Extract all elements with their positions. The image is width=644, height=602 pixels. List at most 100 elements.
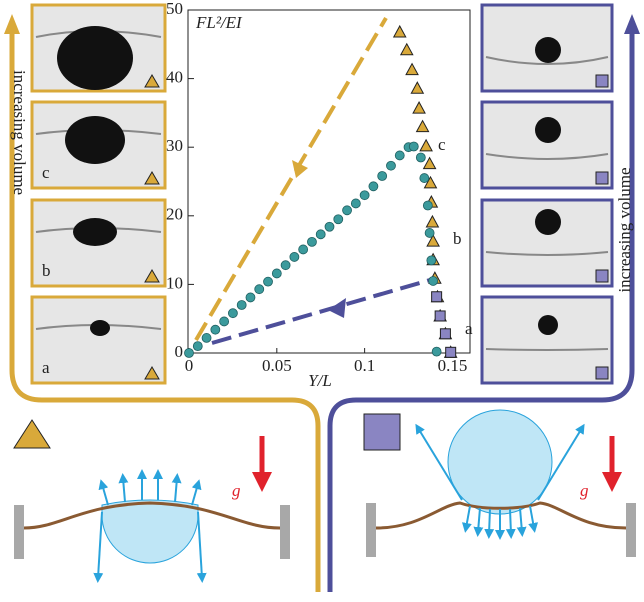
y-tick-label: 10 xyxy=(166,273,183,292)
triangle-point xyxy=(419,138,433,152)
circle-point xyxy=(333,214,344,225)
photo-marker xyxy=(595,269,609,283)
circle-point xyxy=(431,346,442,357)
triangle-point xyxy=(426,234,440,247)
circle-point xyxy=(263,276,273,287)
x-tick-label: 0 xyxy=(185,356,194,375)
force-arrows xyxy=(415,423,585,540)
photo-marker xyxy=(144,74,160,88)
y-tick-label: 0 xyxy=(175,342,184,361)
photo-drop xyxy=(65,116,125,164)
right-arrow-head xyxy=(624,14,640,34)
circle-point xyxy=(377,171,388,181)
circle-point xyxy=(428,276,439,286)
circle-point xyxy=(289,252,300,262)
post xyxy=(366,503,376,557)
circle-point xyxy=(342,205,352,216)
circle-point xyxy=(315,229,326,240)
circle-point xyxy=(236,300,247,310)
square-point xyxy=(434,310,446,322)
x-tick-label: 0.15 xyxy=(438,356,468,375)
post xyxy=(280,505,290,559)
photo-drop xyxy=(535,117,561,143)
triangle-point xyxy=(392,24,407,38)
photo-frame xyxy=(480,198,614,288)
circle-point xyxy=(422,200,433,211)
annotation: b xyxy=(453,229,462,248)
drop xyxy=(101,499,199,564)
circle-point xyxy=(228,308,238,319)
photos: c b a xyxy=(30,3,614,385)
circle-point xyxy=(280,260,291,271)
circle-point xyxy=(415,152,426,163)
plot: 0 10 20 30 40 50 0 0.05 0.1 0.15 c b a xyxy=(166,0,473,375)
force-arrows xyxy=(93,469,207,583)
photo-marker xyxy=(595,171,609,185)
circle-point xyxy=(245,292,256,303)
left-frame xyxy=(9,30,321,592)
right-frame xyxy=(327,30,635,592)
circle-point xyxy=(350,198,361,209)
square-point xyxy=(439,328,451,340)
photo-drop xyxy=(73,218,117,246)
square-point xyxy=(445,346,457,358)
circle-point xyxy=(219,316,230,327)
photo-drop xyxy=(57,26,133,90)
triangle-symbol xyxy=(13,419,51,449)
photo-marker xyxy=(595,74,609,88)
annotation: c xyxy=(438,135,446,154)
circle-point xyxy=(408,141,419,152)
photo-frame xyxy=(480,295,614,385)
circle-point xyxy=(419,173,430,183)
x-axis-label: Y/L xyxy=(308,371,332,390)
circle-point xyxy=(394,150,405,161)
circle-point xyxy=(210,324,221,335)
photo-drop xyxy=(535,37,561,63)
photo-drop xyxy=(90,320,110,336)
photo-frame xyxy=(30,295,167,385)
gravity-label: g xyxy=(580,481,589,500)
photo-marker xyxy=(144,269,160,283)
y-tick-label: 20 xyxy=(166,205,183,224)
chart-title: FL²/EI xyxy=(195,13,243,32)
y-tick-label: 50 xyxy=(166,0,183,18)
circle-point xyxy=(307,236,317,247)
gold-dashed-arrow xyxy=(194,16,388,342)
circle-point xyxy=(324,221,335,232)
post xyxy=(626,503,636,557)
drop xyxy=(447,409,553,515)
photo-drop xyxy=(535,209,561,235)
beam xyxy=(375,501,627,530)
purple-dashed-arrow xyxy=(211,278,431,345)
x-tick-label: 0.05 xyxy=(262,356,292,375)
beam xyxy=(23,501,281,530)
photo-marker xyxy=(144,366,160,380)
square-point xyxy=(431,291,443,303)
circle-point xyxy=(192,341,203,352)
x-tick-label: 0.1 xyxy=(354,356,375,375)
circle-point xyxy=(184,348,194,358)
photo-beam xyxy=(485,153,609,160)
circle-point xyxy=(201,333,212,343)
circle-point xyxy=(271,268,282,279)
annotation: a xyxy=(465,319,473,338)
circle-point xyxy=(298,244,309,255)
left-axis-label: increasing volume xyxy=(10,70,29,195)
photo-marker xyxy=(595,366,609,380)
photo-frame xyxy=(480,100,614,190)
circle-point xyxy=(424,228,435,238)
photo-drop xyxy=(538,315,558,335)
triangle-point xyxy=(399,42,414,56)
photo-marker xyxy=(144,171,160,185)
triangle-point xyxy=(423,175,438,189)
right-axis-label: increasing volume xyxy=(615,167,634,292)
circle-point xyxy=(359,190,370,201)
square-symbol xyxy=(363,413,401,451)
photo-beam xyxy=(485,56,609,65)
triangle-point xyxy=(425,214,440,228)
triangle-point xyxy=(405,62,419,76)
photo-beam xyxy=(485,348,609,351)
triangle-point xyxy=(422,156,437,170)
circle-point xyxy=(368,181,379,192)
